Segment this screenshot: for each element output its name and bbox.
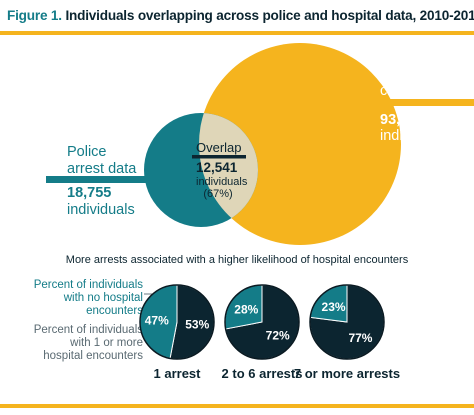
police-set-label-line-1: Police [67,144,107,160]
legend-no-encounter-line-1: Percent of individuals [34,279,144,291]
overlap-share: (67%) [203,188,232,200]
pie-3-category: 7 or more arrests [294,366,400,381]
police-leader-bar [46,176,176,183]
legend-encounter-line-3: hospital encounters [43,350,143,362]
bottom-rule [0,404,474,408]
pies-subtitle: More arrests associated with a higher li… [66,254,409,266]
hospital-set-label-line-1: Hospital [380,66,432,82]
police-set-label-line-2: arrest data [67,161,137,177]
overlap-unit: individuals [196,176,248,188]
hospital-set-value: 93,344 [380,112,424,128]
figure-title-text: Individuals overlapping across police an… [65,8,474,23]
pie-1-category: 1 arrest [154,366,202,381]
hospital-set-unit: individuals [380,128,448,144]
pie-3-no-encounter-label: 23% [322,300,346,314]
pie-3-encounter-label: 77% [348,331,372,345]
pie-2-outline [224,284,300,360]
legend-encounter-line-2: with 1 or more [69,337,143,349]
legend-no-encounter-line-3: encounters [86,305,143,317]
hospital-set-label-line-2: claims data [380,83,454,99]
overlap-underline [192,155,246,159]
legend-no-encounter-line-2: with no hospital [63,292,143,304]
top-rule [0,31,474,35]
pie-2-category: 2 to 6 arrests [222,366,303,381]
hospital-leader-bar [362,99,474,106]
pie-1-outline [139,284,215,360]
legend-encounter-line-1: Percent of individuals [34,324,144,336]
pie-3-outline [309,284,385,360]
overlap-label: Overlap [196,140,242,155]
pie-1-encounter-label: 53% [185,317,209,331]
figure-number: Figure 1. [7,8,62,23]
police-set-value: 18,755 [67,185,111,201]
pie-1-no-encounter-label: 47% [145,314,169,328]
pie-2-encounter-label: 72% [266,328,290,342]
overlap-region [199,113,258,227]
pie-2-no-encounter-label: 28% [234,303,258,317]
figure-title: Figure 1. Individuals overlapping across… [7,8,474,28]
police-set-unit: individuals [67,202,135,218]
overlap-value: 12,541 [196,160,238,175]
